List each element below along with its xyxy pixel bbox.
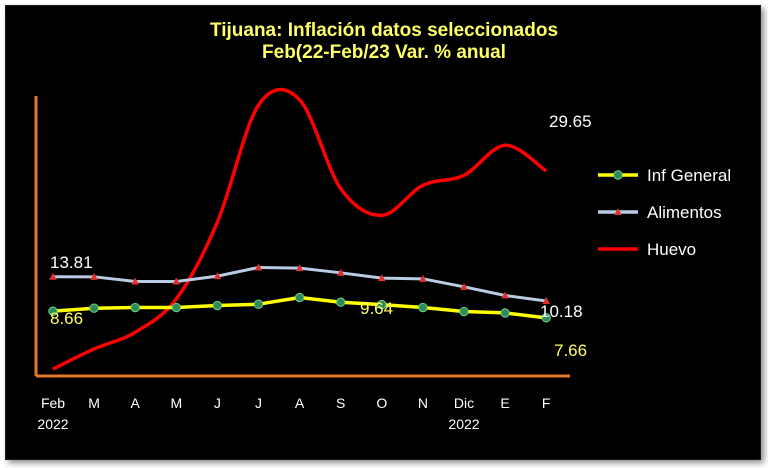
x-tick-label: A [131, 395, 141, 411]
x-tick-label: N [418, 395, 428, 411]
data-point [418, 302, 428, 313]
data-point [89, 303, 99, 313]
data-point [90, 272, 98, 280]
data-point [253, 299, 264, 309]
data-point [48, 306, 58, 316]
data-point [171, 302, 182, 313]
data-label: 10.18 [540, 302, 583, 321]
data-label: 8.66 [50, 309, 83, 328]
data-point [459, 306, 469, 317]
x-tick-year-label: 2022 [448, 416, 479, 432]
data-point [130, 302, 140, 313]
legend-label: Inf General [647, 166, 731, 185]
data-point [500, 308, 510, 318]
data-point [460, 282, 468, 290]
data-point [295, 264, 304, 272]
x-tick-label: Feb [41, 395, 65, 411]
x-tick-label: J [255, 395, 262, 411]
data-label: 9.64 [360, 299, 393, 318]
data-label: 7.66 [554, 341, 587, 360]
x-tick-label: F [542, 395, 551, 411]
x-tick-label: O [376, 395, 387, 411]
x-tick-label: J [214, 395, 221, 411]
data-label: 29.65 [549, 112, 592, 131]
data-point [377, 299, 387, 310]
chart-title-block: Tijuana: Inflación datos seleccionados F… [0, 20, 768, 64]
data-point [294, 292, 305, 303]
data-point [172, 277, 181, 285]
x-tick-label: M [88, 395, 100, 411]
legend-label: Alimentos [647, 203, 722, 222]
data-point [254, 263, 263, 271]
data-point [542, 296, 550, 304]
x-tick-label: Dic [454, 395, 474, 411]
chart-subtitle: Feb(22-Feb/23 Var. % anual [262, 42, 506, 63]
legend-marker [613, 170, 623, 180]
series-line-huevo [52, 87, 548, 371]
x-tick-label: E [500, 395, 509, 411]
chart-frame [5, 5, 761, 460]
data-point [212, 300, 223, 311]
data-point [213, 272, 222, 280]
data-point [49, 272, 57, 280]
data-point [378, 274, 386, 282]
data-point [336, 268, 345, 276]
data-point [131, 277, 139, 285]
legend-marker [614, 208, 622, 215]
x-tick-label: M [170, 395, 182, 411]
data-point [541, 313, 551, 323]
data-point [336, 297, 346, 307]
data-label: 13.81 [50, 253, 93, 272]
data-point [419, 274, 427, 282]
x-tick-label: A [295, 395, 305, 411]
x-tick-year-label: 2022 [37, 416, 68, 432]
legend-label: Huevo [647, 240, 696, 259]
x-tick-label: S [336, 395, 345, 411]
chart-title: Tijuana: Inflación datos seleccionados [209, 20, 559, 41]
data-point [501, 291, 509, 299]
